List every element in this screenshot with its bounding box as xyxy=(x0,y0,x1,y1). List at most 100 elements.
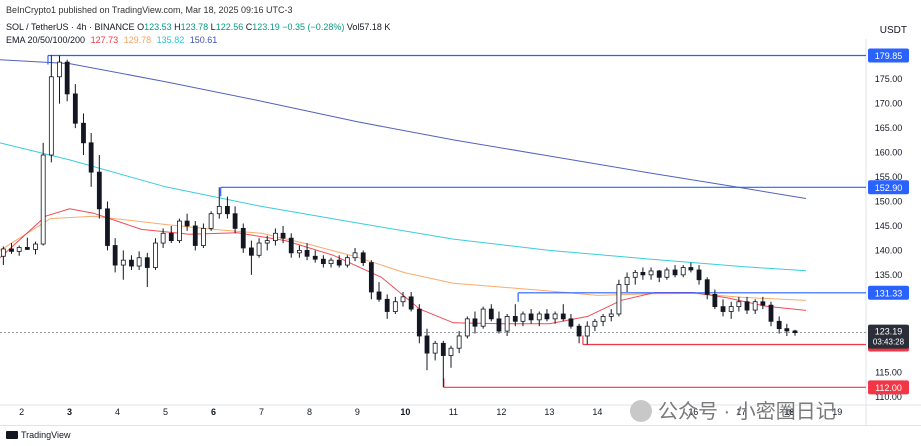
x-tick-label: 18 xyxy=(784,407,794,417)
y-tick-label: 155.00 xyxy=(875,172,903,182)
candle-up xyxy=(256,242,262,256)
ema50-value: 129.78 xyxy=(123,35,152,45)
candle-down xyxy=(336,259,342,266)
candle-up xyxy=(48,76,54,156)
candle-down xyxy=(768,304,774,322)
candle-up xyxy=(608,313,614,317)
candle-up xyxy=(432,342,438,354)
candle-down xyxy=(360,252,366,264)
ema20-value: 127.73 xyxy=(90,35,119,45)
x-tick-label: 8 xyxy=(307,407,312,417)
candle-down xyxy=(496,318,502,332)
resistance-level-tag xyxy=(868,285,909,300)
candle-up xyxy=(736,301,742,308)
candle-down xyxy=(192,225,198,246)
candle-up xyxy=(16,247,22,252)
candle-up xyxy=(504,316,510,332)
candle-down xyxy=(760,301,766,306)
candle-up xyxy=(624,276,630,286)
x-tick-label: 14 xyxy=(592,407,602,417)
candle-down xyxy=(280,232,286,239)
candle-down xyxy=(656,270,662,278)
low-value: 122.56 xyxy=(215,22,244,32)
high-label: H xyxy=(174,22,181,32)
candle-down xyxy=(672,269,678,276)
resistance-level-label: 179.85 xyxy=(875,51,903,61)
candle-up xyxy=(648,270,654,276)
y-tick-label: 140.00 xyxy=(875,245,903,255)
candle-down xyxy=(384,298,390,312)
high-value: 123.78 xyxy=(180,22,209,32)
candle-down xyxy=(408,296,414,310)
y-tick-label: 165.00 xyxy=(875,123,903,133)
ema100-line xyxy=(0,142,807,272)
candle-down xyxy=(184,220,190,227)
x-tick-label: 6 xyxy=(211,407,216,417)
tradingview-logo[interactable]: TradingView xyxy=(6,430,71,440)
ema200-line xyxy=(0,59,807,199)
support-level-tag xyxy=(868,380,909,395)
ema200-value: 150.61 xyxy=(189,35,218,45)
candle-down xyxy=(528,313,534,321)
candle-down xyxy=(720,306,726,312)
candle-up xyxy=(208,213,214,229)
candle-up xyxy=(448,347,454,356)
candle-down xyxy=(424,335,430,354)
candle-up xyxy=(664,269,670,278)
candle-down xyxy=(544,313,550,320)
candle-up xyxy=(536,313,542,321)
candle-down xyxy=(249,247,254,256)
ema100-value: 135.82 xyxy=(156,35,185,45)
y-tick-label: 175.00 xyxy=(875,74,903,84)
ema50-line xyxy=(0,215,807,301)
symbol-ohlc-legend: SOL / TetherUS · 4h · BINANCE O123.53 H1… xyxy=(6,22,390,32)
candle-up xyxy=(177,220,182,242)
currency-label: USDT xyxy=(879,25,907,36)
candle-down xyxy=(688,267,694,271)
support-level-label: 112.00 xyxy=(875,383,902,393)
y-tick-label: 160.00 xyxy=(875,148,903,158)
y-tick-label: 145.00 xyxy=(875,221,903,231)
x-tick-label: 3 xyxy=(67,407,72,417)
candle-up xyxy=(752,301,758,311)
x-tick-label: 2 xyxy=(19,407,24,417)
x-tick-label: 5 xyxy=(163,407,168,417)
candle-down xyxy=(368,262,374,293)
candle-down xyxy=(512,316,518,322)
y-tick-label: 150.00 xyxy=(875,196,903,206)
candle-down xyxy=(168,232,174,242)
candle-down xyxy=(440,342,446,356)
candle-up xyxy=(296,249,302,254)
x-tick-label: 7 xyxy=(259,407,264,417)
candle-up xyxy=(728,306,734,312)
x-tick-label: 4 xyxy=(115,407,120,417)
footer-bar: TradingView xyxy=(0,425,921,446)
change-value: −0.35 (−0.28%) xyxy=(282,22,345,32)
x-tick-label: 17 xyxy=(736,407,746,417)
candle-up xyxy=(464,318,470,337)
candle-up xyxy=(33,243,38,250)
x-tick-label: 9 xyxy=(355,407,360,417)
candle-up xyxy=(40,154,46,245)
candle-up xyxy=(160,232,166,244)
candle-up xyxy=(201,227,206,246)
candle-down xyxy=(105,208,110,246)
candle-up xyxy=(520,313,526,322)
candle-up xyxy=(584,325,590,337)
candle-down xyxy=(744,301,750,311)
x-tick-label: 16 xyxy=(688,407,698,417)
bar-countdown-label: 03:43:28 xyxy=(873,338,905,347)
candle-up xyxy=(616,284,622,315)
wechat-icon xyxy=(630,400,652,422)
candle-down xyxy=(472,318,478,327)
candle-down xyxy=(144,257,150,268)
y-tick-label: 135.00 xyxy=(875,270,903,280)
candle-down xyxy=(792,330,798,334)
candle-down xyxy=(24,247,30,250)
candle-up xyxy=(392,301,398,312)
candle-down xyxy=(96,171,102,210)
price-chart[interactable]: 110.00 115.00 135.00 140.00 145.00 150.00 155.… xyxy=(0,0,921,425)
candle-down xyxy=(232,213,238,229)
candle-down xyxy=(81,122,86,144)
candle-up xyxy=(264,240,270,244)
